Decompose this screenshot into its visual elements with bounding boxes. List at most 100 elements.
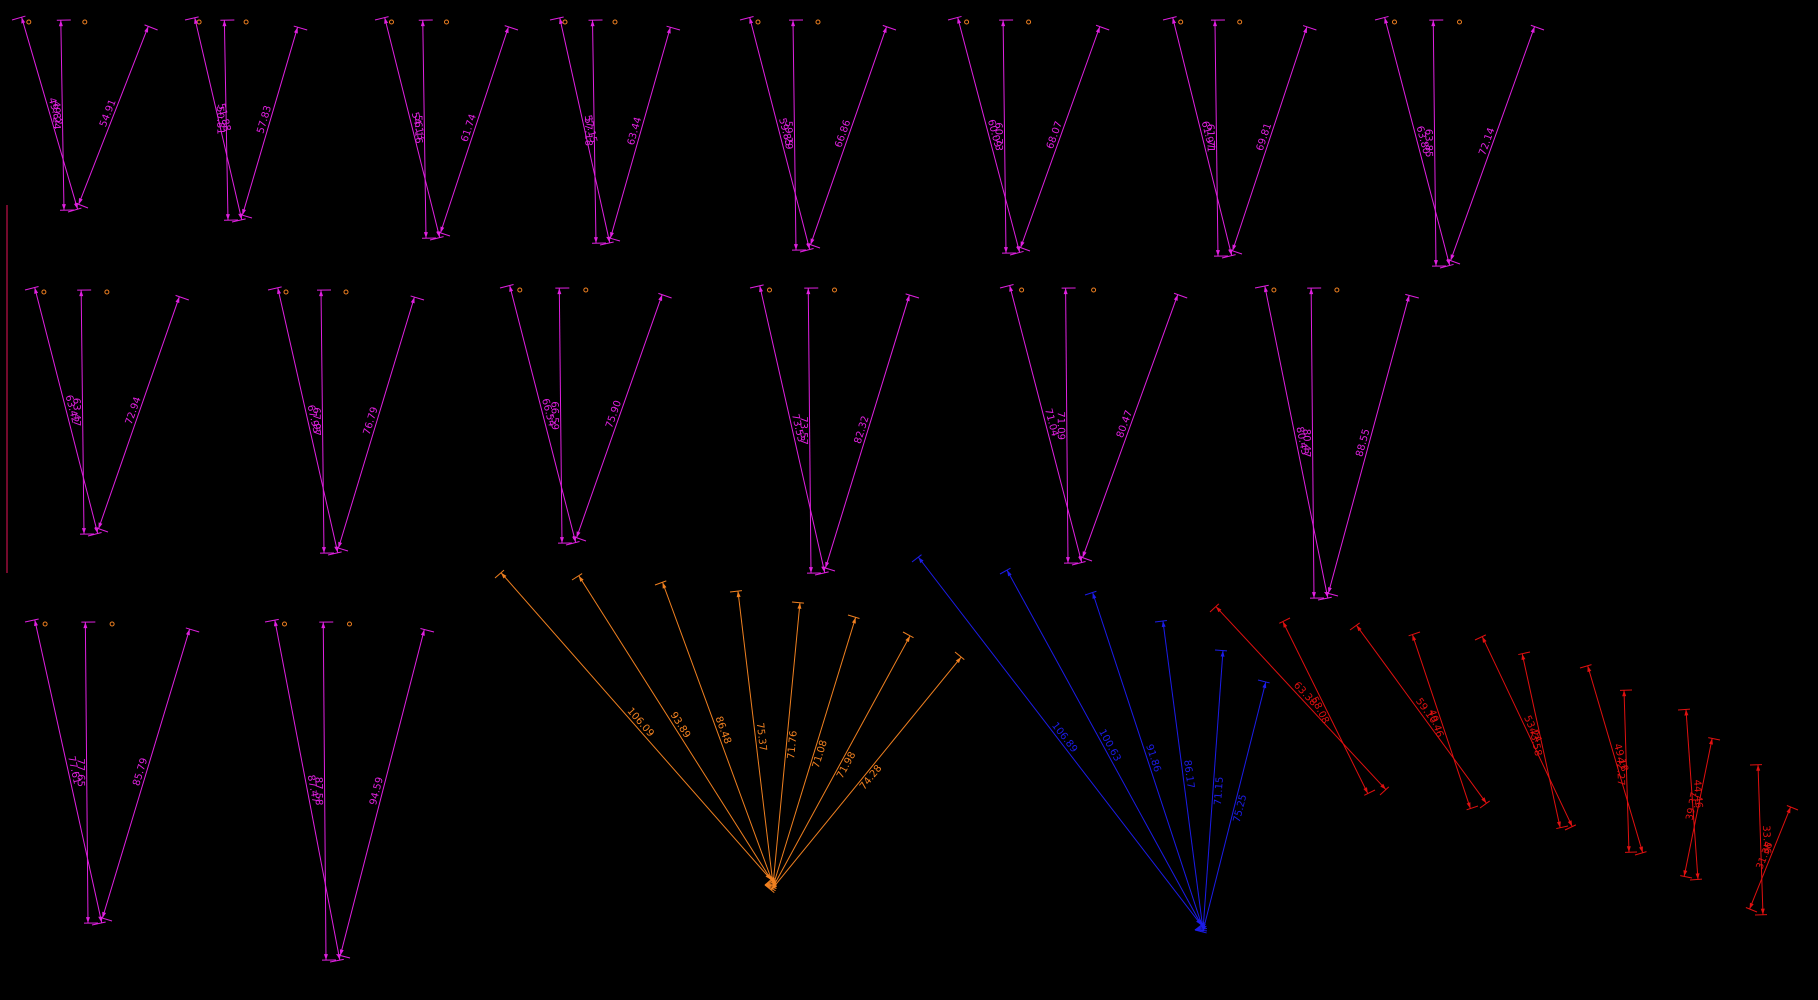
extension-line xyxy=(1708,737,1721,741)
extension-line xyxy=(420,628,435,633)
extension-line xyxy=(175,294,189,301)
arrowhead xyxy=(1756,764,1761,771)
dimension-line xyxy=(500,572,772,881)
arrowhead xyxy=(194,17,199,25)
extension-line xyxy=(436,231,451,237)
dimension-line xyxy=(1481,636,1573,827)
arrowhead xyxy=(825,561,830,569)
dimension-line xyxy=(339,629,425,956)
extension-line xyxy=(1173,292,1188,299)
arrowhead xyxy=(1446,259,1451,266)
origin-marker xyxy=(26,19,32,25)
dimension-line xyxy=(1587,665,1644,853)
extension-line xyxy=(334,546,349,552)
extension-line xyxy=(1786,805,1799,811)
extension-line xyxy=(238,213,253,219)
extension-line xyxy=(91,921,106,926)
arrowhead xyxy=(771,884,777,891)
extension-line xyxy=(24,286,39,291)
dimension-label: 71.76 xyxy=(786,730,800,760)
origin-marker xyxy=(1457,19,1462,25)
arrowhead xyxy=(34,619,39,627)
origin-marker xyxy=(1271,287,1277,293)
dimension-line xyxy=(422,20,427,239)
arrowhead xyxy=(339,949,344,956)
arrowhead xyxy=(1063,288,1068,295)
extension-line xyxy=(806,242,821,249)
extension-line xyxy=(572,535,587,542)
arrowhead xyxy=(273,620,278,627)
arrowhead xyxy=(61,204,66,211)
arrowhead xyxy=(1626,846,1631,853)
extension-line xyxy=(999,283,1014,289)
dimension-line xyxy=(1006,569,1203,927)
extension-line xyxy=(1324,591,1339,597)
red-dimension: 33.46 xyxy=(1749,764,1772,916)
dimension-left: 80.43 xyxy=(1254,284,1332,601)
dimension-line xyxy=(440,26,509,234)
extension-line xyxy=(94,526,109,533)
extension-line xyxy=(74,202,89,209)
arrowhead xyxy=(1684,709,1689,716)
arrowhead xyxy=(1622,690,1627,697)
dimension-line xyxy=(1009,285,1083,563)
extension-line xyxy=(1405,293,1419,299)
extension-line xyxy=(98,916,113,922)
extension-line xyxy=(606,236,621,242)
origin-marker xyxy=(832,287,837,293)
dimension-label: 67.97 xyxy=(310,407,321,436)
dimension-line xyxy=(320,290,325,554)
dimension-line xyxy=(592,20,597,244)
origin-marker xyxy=(1091,287,1097,293)
dimension-left: 61.97 xyxy=(1162,16,1236,259)
dimension-label: 61.71 xyxy=(1204,124,1215,153)
dimension-line xyxy=(1065,288,1069,564)
dimension-label: 66.59 xyxy=(548,401,559,430)
arrowhead xyxy=(559,17,564,25)
arrowhead xyxy=(242,208,247,216)
dimension-label: 75.37 xyxy=(754,722,768,752)
arrowhead xyxy=(749,17,754,24)
dimension-line xyxy=(1020,26,1101,248)
dimension-line xyxy=(78,26,149,205)
dimension-line xyxy=(277,287,339,553)
dimension-label: 56.16 xyxy=(412,115,423,144)
extension-line xyxy=(902,631,914,639)
origin-marker xyxy=(1237,19,1243,25)
dimension-middle: 63.85 xyxy=(1422,19,1447,267)
dimension-line xyxy=(98,296,180,529)
arrowhead xyxy=(793,244,798,251)
origin-marker xyxy=(104,289,110,295)
dimension-line xyxy=(824,294,910,569)
dimension-middle: 66.59 xyxy=(548,287,573,544)
arrowhead xyxy=(1695,873,1700,880)
red-dimension: 42.27 xyxy=(1614,689,1638,853)
dimension-line xyxy=(749,17,811,250)
extension-line xyxy=(1221,254,1236,259)
origin-marker xyxy=(41,289,47,295)
arrowhead xyxy=(1412,634,1417,641)
extension-line xyxy=(1439,263,1454,269)
dimension-middle: 61.71 xyxy=(1204,19,1229,257)
extension-line xyxy=(1317,596,1332,601)
dimension-label: 50.81 xyxy=(214,106,226,135)
extension-line xyxy=(814,571,829,576)
dimension-label: 57.18 xyxy=(582,117,593,146)
dimension-line xyxy=(807,288,812,574)
dimension-line xyxy=(1411,634,1471,809)
dimension-line xyxy=(1757,764,1764,915)
arrowhead xyxy=(144,26,149,33)
arrowhead xyxy=(1380,783,1386,790)
arrowhead xyxy=(1016,246,1021,253)
extension-line xyxy=(1745,907,1758,913)
extension-line xyxy=(1364,789,1376,796)
arrowhead xyxy=(225,214,230,221)
extension-line xyxy=(1279,617,1291,624)
extension-line xyxy=(24,618,39,623)
origin-marker xyxy=(1334,287,1340,293)
fan-dimension: 86.17 xyxy=(1154,619,1207,931)
arrowhead xyxy=(1020,241,1025,248)
arrowhead xyxy=(102,911,107,919)
extension-line xyxy=(185,627,200,633)
